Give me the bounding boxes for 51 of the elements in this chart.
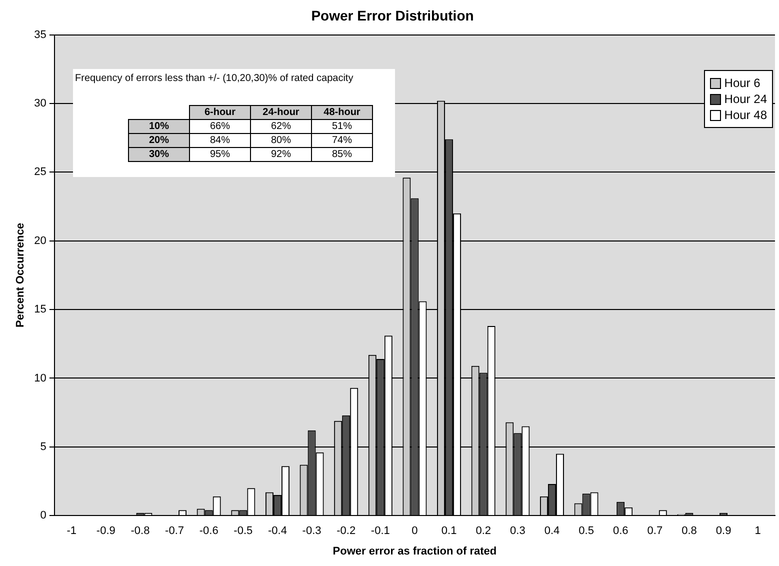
x-tick-label: -0.2 <box>336 525 356 538</box>
x-tick-label: 0.9 <box>716 525 732 538</box>
legend-label: Hour 6 <box>723 76 762 90</box>
x-tick-label: -0.3 <box>302 525 322 538</box>
annotation: 66% <box>190 120 250 134</box>
x-tick-label: 0.3 <box>510 525 526 538</box>
x-tick-label: -0.9 <box>96 525 116 538</box>
annotation: Frequency of errors less than +/- (10,20,30)% of rated capacity <box>74 72 354 86</box>
annotation: 48-hour <box>312 106 372 120</box>
x-tick-label: 0.2 <box>476 525 491 538</box>
x-tick-label: 0.4 <box>544 525 560 538</box>
annotation: 10% <box>128 120 190 134</box>
annotation: 85% <box>312 148 372 162</box>
annotation: 74% <box>312 134 372 148</box>
y-tick-label: 30 <box>34 98 46 110</box>
y-tick-label: 5 <box>40 440 46 453</box>
x-tick-label: -0.8 <box>130 525 150 538</box>
annotation: 20% <box>128 134 190 148</box>
y-axis-title: Percent Occurrence <box>14 222 27 328</box>
x-tick-label: 0.5 <box>578 525 594 538</box>
x-tick-label: 0.7 <box>647 525 663 538</box>
x-axis-title: Power error as fraction of rated <box>332 545 497 558</box>
x-tick-label: -0.1 <box>370 525 390 538</box>
x-tick-label: -0.5 <box>234 525 253 538</box>
chart-title: Power Error Distribution <box>311 7 474 24</box>
x-tick-label: 0.1 <box>441 525 457 538</box>
annotation: 80% <box>250 134 312 148</box>
x-tick-label: 0.8 <box>682 525 697 538</box>
annotation: 51% <box>312 120 372 134</box>
x-tick-label: 0.6 <box>612 525 628 538</box>
y-tick-label: 15 <box>34 304 46 316</box>
annotation: 95% <box>190 148 250 162</box>
annotation: 30% <box>128 148 190 162</box>
annotation: 24-hour <box>250 106 312 120</box>
x-tick-label: -0.4 <box>268 525 287 538</box>
x-tick-label: 1 <box>754 525 761 538</box>
y-tick-label: 20 <box>34 234 46 247</box>
y-tick-label: 0 <box>40 510 46 522</box>
x-tick-label: -1 <box>66 525 76 538</box>
legend-label: Hour 24 <box>723 92 767 106</box>
x-tick-label: -0.6 <box>199 525 218 538</box>
y-tick-label: 25 <box>34 166 46 178</box>
y-tick-label: 10 <box>34 372 46 384</box>
x-tick-label: 0 <box>412 525 418 538</box>
annotation: 92% <box>250 148 312 162</box>
x-tick-label: -0.7 <box>165 525 184 538</box>
annotation: 6-hour <box>190 106 250 120</box>
annotation: 62% <box>250 120 312 134</box>
y-tick-label: 35 <box>34 28 46 41</box>
annotation: 84% <box>190 134 250 148</box>
legend-label: Hour 48 <box>723 108 767 122</box>
